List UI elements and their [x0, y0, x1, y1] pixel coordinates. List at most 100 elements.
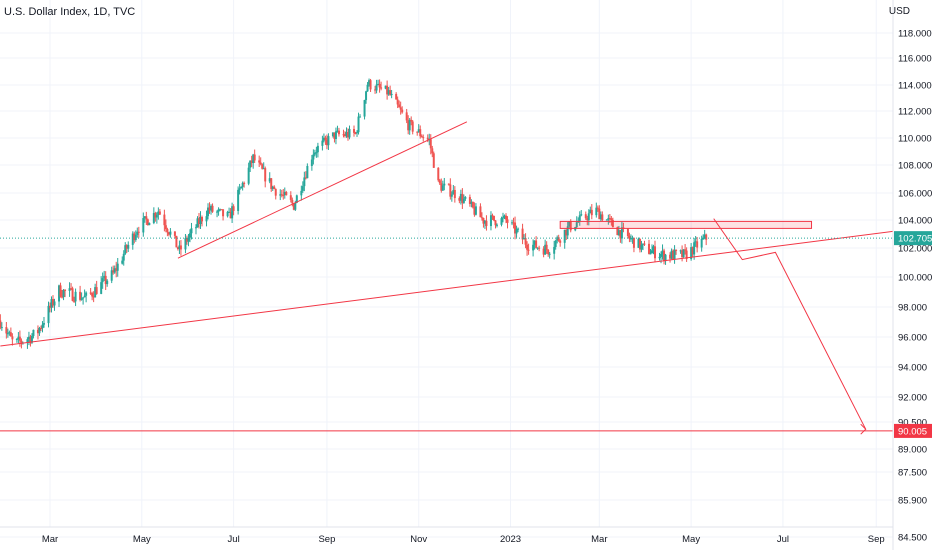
price-tick-label: 94.000	[898, 363, 927, 374]
candle-up	[300, 190, 303, 196]
candle-down	[449, 184, 452, 197]
candle-up	[390, 93, 393, 95]
candle-down	[438, 180, 441, 184]
candle-up	[356, 132, 359, 134]
candle-down	[619, 230, 622, 239]
time-tick-label: Sep	[868, 534, 885, 545]
candle-down	[628, 235, 631, 239]
price-tick-label: 110.000	[898, 134, 932, 145]
candle-up	[80, 298, 83, 300]
candle-up	[53, 301, 56, 306]
candle-down	[468, 197, 471, 204]
candle-down	[49, 305, 51, 308]
candle-up	[321, 140, 324, 146]
candle-down	[92, 296, 95, 298]
candle-down	[185, 238, 188, 242]
candle-up	[152, 213, 155, 223]
candle-up	[334, 131, 337, 139]
resistance-zone[interactable]	[559, 220, 813, 229]
candle-down	[596, 207, 599, 209]
candle-down	[386, 85, 389, 95]
candle-down	[547, 249, 550, 255]
candle-down	[374, 89, 377, 91]
candle-up	[27, 336, 30, 340]
candle-up	[462, 198, 465, 203]
candle-down	[250, 160, 253, 164]
candle-down	[20, 340, 23, 343]
time-tick-label: Nov	[410, 534, 427, 545]
candle-down	[389, 90, 392, 95]
candle-down	[70, 288, 73, 290]
candle-up	[15, 338, 18, 340]
candle-up	[548, 253, 551, 255]
candle-up	[331, 132, 334, 137]
candle-down	[422, 137, 425, 139]
candle-down	[565, 229, 568, 236]
candle-up	[357, 116, 360, 133]
candle-down	[346, 132, 349, 138]
candle-up	[533, 240, 536, 245]
candle-down	[36, 329, 39, 334]
price-tick-label: 96.000	[898, 333, 927, 344]
candle-up	[464, 197, 467, 199]
projection-path[interactable]	[713, 218, 867, 430]
candle-down	[285, 191, 288, 196]
candle-up	[587, 213, 590, 221]
candle-down	[672, 250, 675, 260]
candle-up	[136, 231, 139, 235]
candle-down	[684, 249, 687, 251]
candle-down	[125, 245, 128, 249]
candle-down	[610, 218, 613, 220]
rising-trendline[interactable]	[177, 121, 468, 259]
candle-up	[670, 250, 673, 259]
candle-down	[291, 199, 294, 204]
candle-up	[408, 119, 411, 131]
candle-up	[228, 211, 231, 213]
candle-down	[258, 160, 261, 163]
candle-up	[387, 90, 390, 95]
candle-up	[62, 289, 65, 298]
candle-up	[122, 253, 125, 261]
candle-down	[675, 249, 678, 251]
candle-up	[249, 160, 252, 168]
candle-down	[398, 104, 401, 108]
candle-up	[503, 215, 506, 218]
candle-up	[673, 249, 676, 260]
candle-down	[0, 320, 2, 328]
candle-down	[89, 292, 92, 294]
candle-up	[103, 275, 106, 279]
candle-down	[420, 136, 423, 138]
candle-down	[264, 168, 267, 182]
candle-down	[324, 137, 327, 140]
candle-up	[194, 227, 197, 229]
candle-up	[85, 292, 88, 296]
candle-up	[703, 234, 706, 238]
candle-up	[100, 282, 103, 294]
candle-up	[143, 216, 146, 219]
candle-down	[253, 154, 256, 161]
time-tick-label: Sep	[318, 534, 335, 545]
candle-down	[229, 211, 232, 219]
candle-up	[589, 209, 592, 214]
candle-up	[502, 217, 505, 219]
candle-up	[312, 154, 315, 160]
candle-up	[238, 188, 241, 190]
candle-down	[211, 205, 214, 212]
candle-up	[142, 218, 145, 233]
candle-down	[654, 246, 657, 259]
candle-down	[505, 215, 508, 220]
candle-up	[190, 228, 193, 234]
candle-up	[629, 238, 632, 240]
candle-up	[94, 287, 97, 298]
price-tick-label: 90.500	[898, 418, 927, 429]
candle-down	[273, 186, 276, 189]
candle-down	[447, 183, 450, 185]
candle-down	[669, 254, 672, 259]
candle-up	[187, 237, 190, 242]
candle-up	[26, 339, 29, 343]
long-term-trendline[interactable]	[0, 229, 905, 347]
candle-up	[313, 152, 316, 155]
candle-up	[617, 230, 620, 236]
